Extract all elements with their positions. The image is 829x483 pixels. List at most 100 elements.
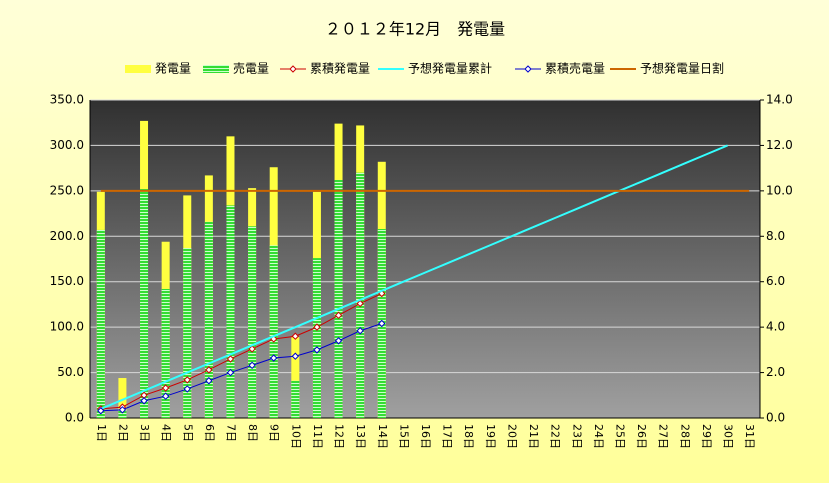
y2-tick-label: 14.0 bbox=[766, 93, 793, 107]
x-tick-label: 7日 bbox=[224, 424, 237, 442]
x-tick-label: 31日 bbox=[743, 424, 756, 449]
x-tick-label: 25日 bbox=[614, 424, 627, 449]
bar bbox=[356, 172, 365, 418]
legend-label: 予想発電量累計 bbox=[408, 61, 492, 76]
bar bbox=[118, 409, 127, 418]
legend-label: 予想発電量日割 bbox=[640, 61, 724, 76]
marker bbox=[356, 327, 364, 335]
x-tick-label: 13日 bbox=[354, 424, 367, 449]
x-tick-label: 12日 bbox=[333, 424, 346, 449]
bar bbox=[140, 189, 149, 418]
marker bbox=[226, 368, 235, 377]
y-tick-label: 100.0 bbox=[50, 320, 84, 334]
x-tick-label: 23日 bbox=[570, 424, 583, 449]
x-tick-label: 21日 bbox=[527, 424, 540, 449]
x-tick-label: 8日 bbox=[246, 424, 259, 442]
marker bbox=[97, 407, 105, 415]
y-tick-label: 200.0 bbox=[50, 229, 84, 243]
bar bbox=[312, 258, 321, 418]
marker bbox=[205, 366, 213, 374]
marker bbox=[161, 392, 170, 400]
marker bbox=[248, 345, 256, 353]
x-tick-label: 28日 bbox=[678, 424, 691, 449]
x-tick-label: 10日 bbox=[289, 424, 302, 449]
x-tick-label: 17日 bbox=[441, 424, 454, 449]
bar bbox=[334, 179, 343, 418]
marker bbox=[226, 355, 235, 363]
y2-tick-label: 12.0 bbox=[766, 138, 793, 152]
bar bbox=[204, 221, 213, 418]
bar bbox=[96, 229, 105, 418]
marker bbox=[334, 311, 343, 320]
x-tick-label: 16日 bbox=[419, 424, 432, 449]
legend-swatch bbox=[203, 65, 229, 73]
x-tick-label: 9日 bbox=[268, 424, 281, 442]
marker bbox=[161, 384, 170, 392]
x-tick-label: 20日 bbox=[505, 424, 518, 449]
marker bbox=[334, 337, 343, 345]
marker bbox=[140, 397, 148, 405]
x-tick-label: 5日 bbox=[181, 424, 194, 442]
y-tick-label: 50.0 bbox=[57, 365, 84, 379]
bar bbox=[226, 205, 235, 418]
line bbox=[100, 323, 382, 412]
legend-label: 発電量 bbox=[155, 62, 191, 76]
x-tick-label: 6日 bbox=[203, 424, 216, 442]
y2-tick-label: 6.0 bbox=[766, 274, 785, 288]
y-tick-label: 250.0 bbox=[50, 183, 84, 197]
plot-area bbox=[90, 100, 760, 418]
legend-label: 累積売電量 bbox=[545, 61, 605, 76]
x-tick-label: 2日 bbox=[116, 424, 129, 442]
legend-label: 売電量 bbox=[233, 61, 269, 76]
y2-tick-label: 10.0 bbox=[766, 183, 793, 197]
x-tick-label: 24日 bbox=[592, 424, 605, 449]
y-tick-label: 300.0 bbox=[50, 138, 84, 152]
x-tick-label: 19日 bbox=[484, 424, 497, 449]
x-tick-label: 30日 bbox=[722, 424, 735, 449]
x-tick-label: 14日 bbox=[376, 424, 389, 449]
line bbox=[100, 293, 382, 410]
bar bbox=[118, 378, 127, 418]
y-tick-label: 350.0 bbox=[50, 93, 84, 107]
x-tick-label: 4日 bbox=[160, 424, 173, 442]
y-tick-label: 0.0 bbox=[65, 411, 84, 425]
x-tick-label: 27日 bbox=[657, 424, 670, 449]
y2-tick-label: 8.0 bbox=[766, 229, 785, 243]
marker bbox=[356, 299, 364, 308]
marker bbox=[183, 385, 191, 393]
x-tick-label: 22日 bbox=[549, 424, 562, 449]
bar bbox=[269, 245, 278, 418]
x-tick-label: 3日 bbox=[138, 424, 151, 442]
legend-label: 累積発電量 bbox=[310, 61, 370, 76]
marker bbox=[205, 377, 213, 385]
legend-swatch bbox=[125, 65, 151, 73]
marker bbox=[313, 346, 321, 354]
x-tick-label: 1日 bbox=[95, 424, 108, 442]
bar bbox=[183, 248, 192, 418]
chart-title: ２０１２年12月 発電量 bbox=[325, 20, 505, 39]
legend-marker bbox=[289, 65, 297, 73]
marker bbox=[313, 323, 321, 331]
x-tick-label: 26日 bbox=[635, 424, 648, 449]
line bbox=[100, 144, 728, 410]
y2-tick-label: 0.0 bbox=[766, 411, 785, 425]
x-tick-label: 18日 bbox=[462, 424, 475, 449]
marker bbox=[291, 332, 300, 340]
y2-tick-label: 4.0 bbox=[766, 320, 785, 334]
legend-marker bbox=[524, 65, 532, 73]
marker bbox=[378, 319, 386, 328]
bar bbox=[291, 337, 300, 418]
x-tick-label: 11日 bbox=[311, 424, 324, 449]
marker bbox=[248, 361, 256, 370]
marker bbox=[291, 352, 300, 360]
marker bbox=[118, 406, 127, 414]
bar bbox=[161, 288, 170, 418]
marker bbox=[183, 376, 191, 384]
x-tick-label: 15日 bbox=[397, 424, 410, 449]
bar bbox=[248, 226, 257, 418]
bar bbox=[291, 380, 300, 418]
y-tick-label: 150.0 bbox=[50, 274, 84, 288]
marker bbox=[270, 354, 278, 362]
y2-tick-label: 2.0 bbox=[766, 365, 785, 379]
